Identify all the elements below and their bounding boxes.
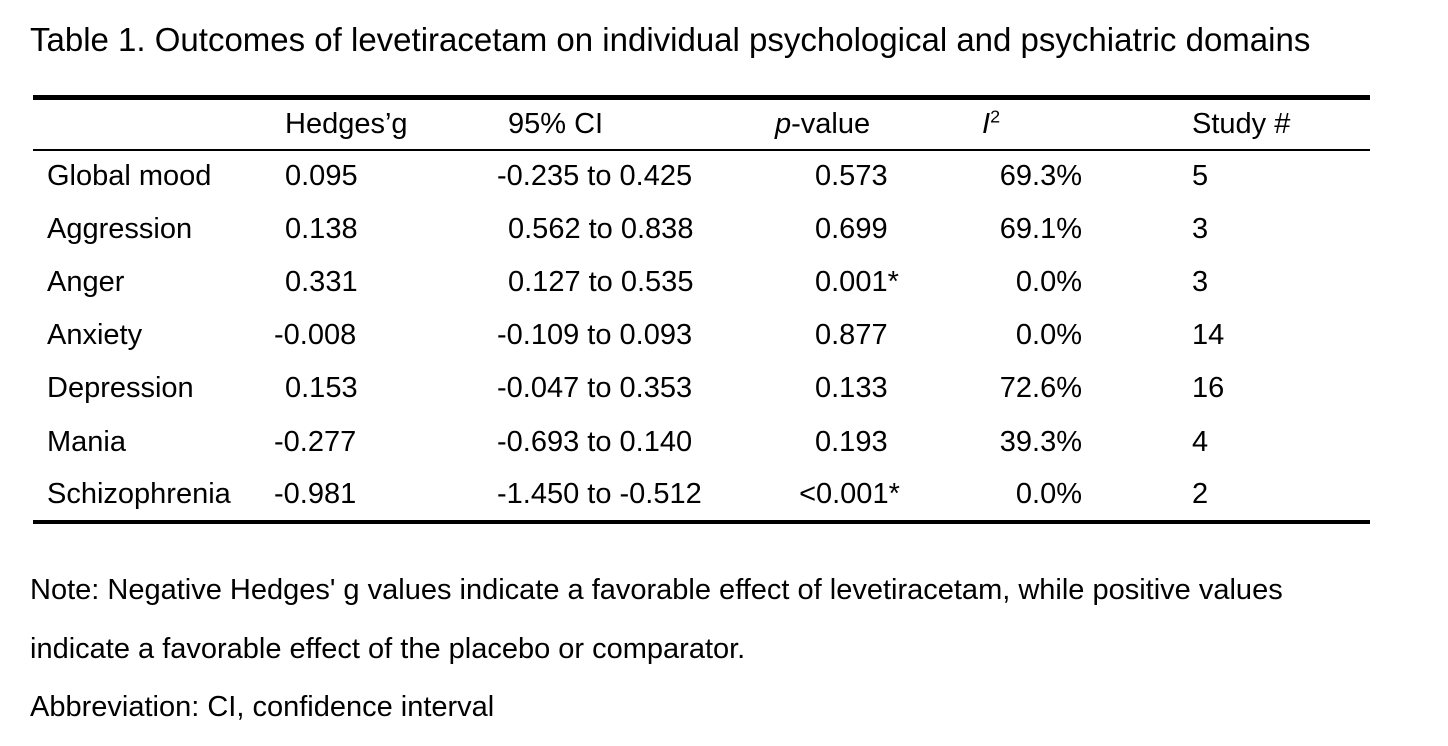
col-header-domain	[33, 98, 265, 150]
p-value-header-italic-p: p	[775, 107, 792, 140]
ci-cell: -1.450 to -0.512	[496, 477, 702, 510]
table-row: Global mood 0.095 -0.235 to 0.425 0.573 69.3…	[33, 150, 1370, 203]
domain-cell: Mania	[47, 425, 126, 458]
p-value-cell: 0.699	[815, 212, 888, 245]
hedges-g-cell: 0.095	[285, 160, 358, 193]
p-value-cell: 0.877	[815, 319, 888, 352]
table-row: Depression 0.153 -0.047 to 0.353 0.133 72.6%…	[33, 362, 1370, 415]
p-value-cell: 0.573	[815, 160, 888, 193]
note-line-2: indicate a favorable effect of the place…	[30, 632, 746, 665]
table-row: Anxiety -0.008 -0.109 to 0.093 0.877 0.0% 14	[33, 309, 1370, 362]
study-count-cell: 4	[1192, 425, 1209, 458]
table-row: Mania -0.277 -0.693 to 0.140 0.193 39.3% 4	[33, 415, 1370, 468]
i2-cell: 39.3%	[999, 425, 1082, 458]
note-line-1: Note: Negative Hedges' g values indicate…	[30, 574, 1283, 606]
study-count-cell: 5	[1192, 160, 1209, 193]
study-count-cell: 2	[1192, 477, 1209, 510]
p-value-cell: 0.193	[815, 425, 888, 458]
domain-cell: Schizophrenia	[47, 477, 231, 510]
hedges-g-cell: -0.981	[273, 477, 357, 510]
results-table: Hedges’g 95% CI p-value I2 Study # Globa…	[33, 95, 1370, 524]
domain-cell: Anger	[47, 265, 125, 298]
domain-cell: Depression	[47, 372, 194, 405]
ci-cell: -0.235 to 0.425	[496, 160, 693, 193]
table-notes: Note: Negative Hedges' g values indicate…	[30, 561, 1430, 737]
study-count-cell: 14	[1192, 319, 1225, 352]
ci-cell: -0.047 to 0.353	[496, 372, 693, 405]
domain-cell: Anxiety	[47, 319, 143, 352]
domain-cell: Aggression	[47, 212, 193, 245]
ci-cell: -0.693 to 0.140	[496, 425, 693, 458]
col-header-i-squared: I2	[982, 98, 1192, 150]
table-row: Schizophrenia -0.981 -1.450 to -0.512 <0.00…	[33, 469, 1370, 522]
i2-cell: 0.0%	[1015, 265, 1082, 298]
table-body: Global mood 0.095 -0.235 to 0.425 0.573 69.3…	[33, 150, 1370, 522]
i-squared-header-superscript: 2	[990, 106, 1001, 127]
p-value-cell: <0.001*	[799, 477, 900, 510]
i-squared-header-italic-i: I	[982, 107, 991, 140]
hedges-g-cell: -0.008	[273, 319, 357, 352]
hedges-g-cell: -0.277	[273, 425, 357, 458]
domain-cell: Global mood	[47, 160, 212, 193]
p-value-header-rest: -value	[791, 107, 871, 140]
i2-cell: 0.0%	[1015, 319, 1082, 352]
hedges-g-cell: 0.153	[285, 372, 358, 405]
ci-cell: 0.127 to 0.535	[508, 265, 694, 298]
table-caption: Table 1. Outcomes of levetiracetam on in…	[30, 21, 1311, 58]
i2-cell: 69.1%	[999, 212, 1082, 245]
i2-cell: 69.3%	[999, 160, 1082, 193]
hedges-g-cell: 0.138	[285, 212, 358, 245]
ci-cell: 0.562 to 0.838	[508, 212, 694, 245]
table-row: Aggression 0.138 0.562 to 0.838 0.699 69.1% 3	[33, 203, 1370, 256]
col-header-p-value: p-value	[775, 98, 982, 150]
hedges-g-cell: 0.331	[285, 265, 358, 298]
ci-cell: -0.109 to 0.093	[496, 319, 693, 352]
col-header-study-count: Study #	[1192, 107, 1291, 140]
i2-cell: 72.6%	[999, 372, 1082, 405]
col-header-hedges-g: Hedges’g	[285, 107, 408, 140]
study-count-cell: 3	[1192, 212, 1209, 245]
table-row: Anger 0.331 0.127 to 0.535 0.001* 0.0% 3	[33, 256, 1370, 309]
table-header-row: Hedges’g 95% CI p-value I2 Study #	[33, 98, 1370, 150]
p-value-cell: 0.001*	[815, 265, 899, 298]
i2-cell: 0.0%	[1015, 477, 1082, 510]
p-value-cell: 0.133	[815, 372, 888, 405]
study-count-cell: 3	[1192, 265, 1209, 298]
col-header-95ci: 95% CI	[508, 107, 604, 140]
abbreviation-line: Abbreviation: CI, confidence interval	[30, 691, 495, 723]
study-count-cell: 16	[1192, 372, 1225, 405]
